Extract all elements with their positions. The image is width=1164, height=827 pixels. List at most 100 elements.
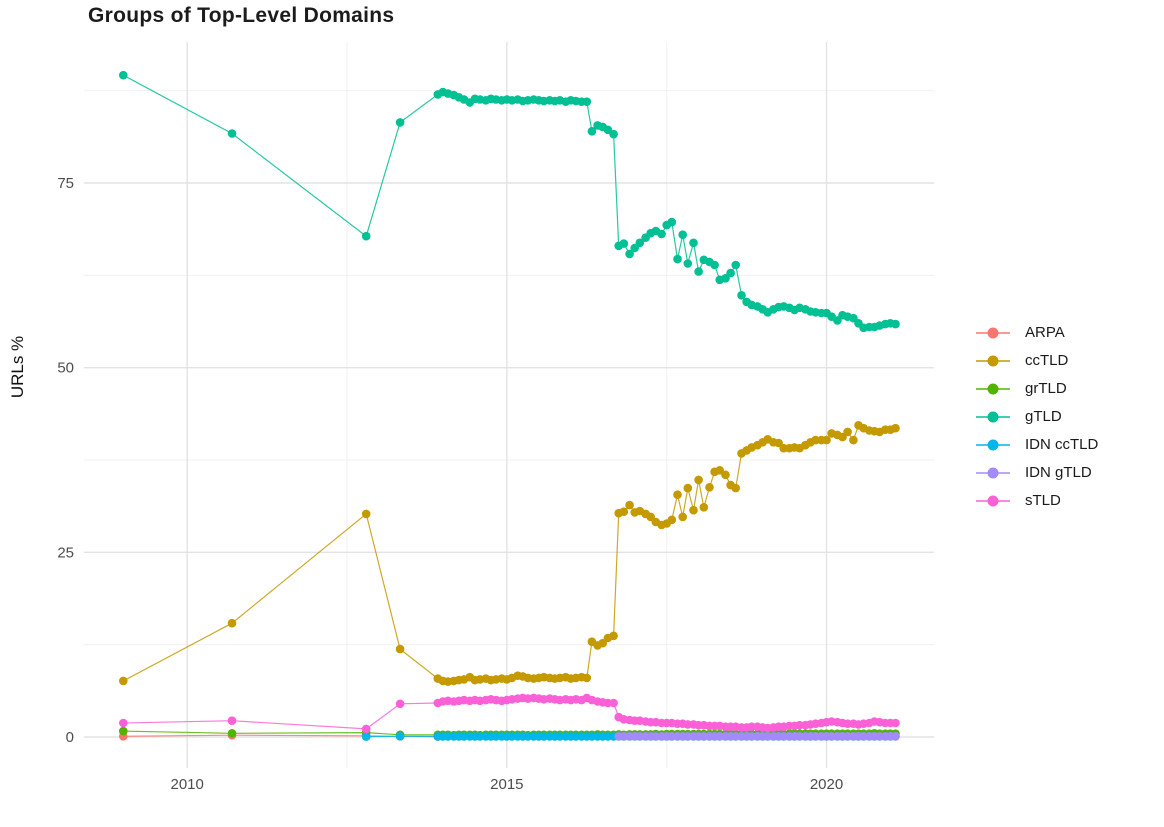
data-point (227, 618, 237, 628)
data-point (891, 319, 900, 329)
data-point (609, 631, 618, 641)
data-point (635, 238, 645, 248)
legend-item-ccTLD: ccTLD (976, 351, 1098, 370)
data-point (699, 503, 709, 512)
gridlines-minor (84, 42, 934, 768)
legend-item-sTLD: sTLD (976, 491, 1098, 510)
data-point (683, 483, 693, 493)
legend-dot-swatch (987, 411, 999, 422)
y-tick-label: 50 (57, 360, 74, 377)
data-point (582, 673, 592, 683)
legend-dot-swatch (987, 383, 999, 394)
data-point (710, 260, 719, 270)
data-point (678, 230, 687, 239)
data-point (625, 249, 634, 259)
data-point (822, 435, 831, 445)
legend-item-ARPA: ARPA (976, 323, 1098, 342)
data-point (395, 644, 405, 654)
data-point (726, 268, 735, 278)
gridlines-major (84, 42, 934, 768)
data-point (227, 729, 237, 738)
legend-label: gTLD (1025, 408, 1062, 425)
data-point (694, 267, 703, 276)
y-tick-label: 75 (57, 175, 74, 192)
x-tick-label: 2015 (490, 776, 523, 793)
data-point (689, 505, 698, 515)
legend-dot-swatch (987, 355, 999, 366)
legend-key-icon (976, 466, 1010, 480)
legend-dot-swatch (987, 495, 999, 506)
data-point (361, 724, 371, 734)
data-point (395, 118, 405, 127)
legend-item-gTLD: gTLD (976, 407, 1098, 426)
legend-label: grTLD (1025, 380, 1067, 397)
data-point (598, 638, 607, 648)
series-gTLD (119, 70, 900, 333)
y-axis-tick-labels: 0 25 50 75 (57, 175, 74, 746)
data-point (843, 427, 852, 437)
legend-key-icon (976, 438, 1010, 452)
data-point (721, 470, 730, 480)
data-point (582, 97, 592, 106)
data-point (361, 732, 371, 741)
x-tick-label: 2020 (810, 776, 843, 793)
data-point (705, 483, 714, 492)
data-point (657, 229, 666, 239)
data-point (587, 127, 597, 136)
data-point (891, 423, 900, 433)
x-tick-label: 2010 (171, 776, 204, 793)
data-point (361, 509, 371, 519)
data-point (119, 70, 128, 80)
legend-item-IDN-gTLD: IDN gTLD (976, 463, 1098, 482)
legend-key-icon (976, 410, 1010, 424)
data-point (227, 129, 237, 138)
data-point (694, 475, 703, 485)
data-point (891, 732, 900, 741)
data-point (395, 699, 405, 709)
chart-title: Groups of Top-Level Domains (88, 4, 395, 27)
series-sTLD (119, 693, 900, 734)
data-point (678, 512, 687, 522)
legend-key-icon (976, 354, 1010, 368)
data-point (683, 259, 693, 268)
data-point (619, 507, 629, 516)
data-point (731, 483, 740, 493)
data-point (737, 291, 746, 300)
data-point (119, 718, 128, 728)
data-point (731, 260, 740, 270)
legend-dot-swatch (987, 327, 999, 338)
legend-label: ARPA (1025, 324, 1065, 341)
legend-label: IDN gTLD (1025, 464, 1092, 481)
data-point (625, 500, 634, 510)
series-line (123, 74, 896, 329)
data-point (667, 515, 677, 525)
legend-dot-swatch (987, 467, 999, 478)
legend-dot-swatch (987, 439, 999, 450)
legend-label: sTLD (1025, 492, 1061, 509)
legend-item-IDN-ccTLD: IDN ccTLD (976, 435, 1098, 454)
data-point (673, 490, 682, 500)
series-line (123, 424, 896, 683)
data-point (609, 698, 618, 708)
data-point (715, 466, 724, 475)
data-point (361, 231, 371, 241)
data-point (619, 239, 629, 248)
series-ccTLD (119, 421, 900, 686)
data-point (227, 716, 237, 725)
legend-label: IDN ccTLD (1025, 436, 1099, 453)
data-point (689, 238, 698, 248)
data-point (119, 726, 128, 736)
series-IDN-gTLD (614, 732, 900, 741)
legend-key-icon (976, 494, 1010, 508)
y-tick-label: 25 (57, 544, 74, 561)
legend: ARPA ccTLD grTLD gTLD IDN ccTLD IDN gTLD sTLD (976, 323, 1098, 510)
data-point (395, 732, 405, 741)
legend-key-icon (976, 382, 1010, 396)
data-point (667, 217, 677, 227)
data-point (673, 254, 682, 264)
legend-key-icon (976, 326, 1010, 340)
legend-label: ccTLD (1025, 352, 1069, 369)
y-tick-label: 0 (66, 729, 74, 746)
data-point (609, 129, 618, 139)
